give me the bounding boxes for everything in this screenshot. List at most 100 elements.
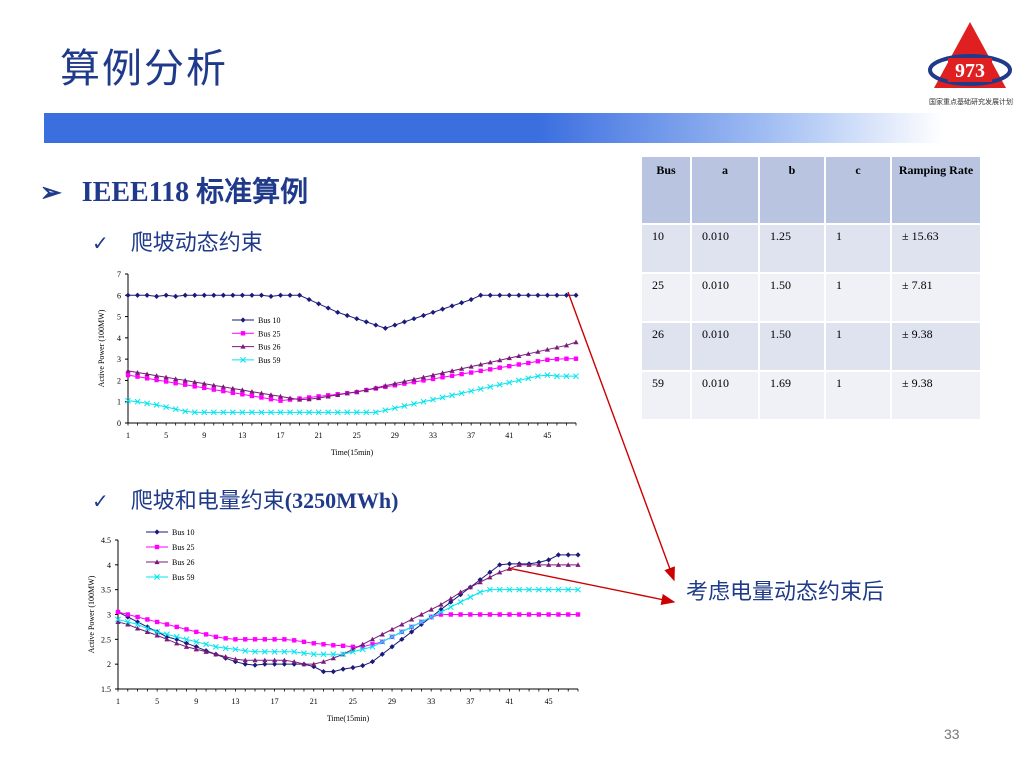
data-point (291, 648, 298, 655)
data-point (487, 612, 493, 617)
legend-entry: Bus 25 (258, 329, 280, 338)
data-point (194, 629, 199, 635)
data-point (438, 609, 444, 615)
data-point (213, 634, 219, 640)
series-bus-59 (125, 372, 579, 416)
data-point (268, 293, 274, 299)
data-point (203, 649, 209, 654)
data-point (507, 612, 512, 617)
data-point (438, 601, 444, 607)
data-point (248, 409, 255, 416)
y-tick-label: 4 (107, 561, 111, 570)
data-point (430, 309, 436, 315)
data-point (344, 312, 350, 319)
data-point (554, 292, 560, 298)
data-point (399, 621, 405, 627)
table-header: Ramping Rate (891, 157, 982, 225)
data-point (125, 621, 131, 627)
legend-entry: Bus 59 (258, 356, 280, 365)
data-point (448, 599, 454, 605)
data-point (258, 409, 265, 416)
data-point (379, 638, 386, 645)
y-tick-label: 3 (117, 355, 121, 364)
data-point (268, 409, 274, 416)
data-point (191, 409, 198, 416)
data-point (382, 407, 389, 414)
data-point (261, 648, 268, 655)
data-point (389, 644, 395, 650)
data-point (174, 640, 180, 646)
data-point (144, 400, 151, 407)
legend-marker (154, 529, 160, 535)
legend-marker (154, 559, 160, 565)
x-tick-label: 21 (315, 431, 323, 440)
data-point (271, 648, 278, 655)
data-point (287, 409, 293, 416)
data-point (277, 393, 284, 399)
data-point (438, 612, 444, 617)
header-banner (44, 113, 944, 143)
data-point (271, 661, 278, 667)
data-point (125, 397, 131, 404)
data-point (363, 409, 370, 416)
data-point (193, 646, 199, 652)
legend-entry: Bus 59 (172, 573, 194, 582)
data-point (468, 363, 474, 369)
data-point (277, 409, 284, 416)
data-point (154, 632, 160, 638)
y-tick-label: 1 (117, 398, 121, 407)
data-point (360, 663, 366, 669)
table-row: 25 0.010 1.50 1 ± 7.81 (642, 273, 982, 323)
data-point (516, 562, 522, 567)
data-point (184, 627, 189, 632)
x-tick-label: 37 (466, 697, 474, 706)
x-tick-label: 25 (349, 697, 357, 706)
data-point (428, 614, 435, 620)
data-point (163, 374, 169, 380)
data-point (526, 360, 531, 366)
table-cell: 1.50 (759, 273, 826, 323)
data-point (408, 623, 415, 630)
data-point (223, 654, 229, 659)
data-point (340, 666, 346, 672)
data-point (546, 562, 552, 567)
data-point (459, 371, 464, 377)
table-header: Bus (642, 157, 692, 225)
y-tick-label: 3.5 (101, 586, 111, 595)
data-point (554, 356, 560, 362)
annotation-label: 考虑电量动态约束后 (686, 580, 885, 605)
legend: Bus 10 Bus 25 Bus 26 Bus 59 (232, 316, 280, 365)
data-point (164, 622, 170, 627)
y-tick-label: 2 (117, 376, 121, 385)
data-point (428, 606, 434, 612)
data-point (153, 401, 160, 408)
data-point (272, 637, 277, 642)
data-point (259, 395, 264, 400)
data-point (325, 305, 331, 311)
data-point (163, 404, 170, 410)
data-point (125, 372, 131, 378)
y-tick-label: 2 (107, 660, 111, 669)
data-point (320, 659, 327, 664)
data-point (448, 612, 453, 617)
data-point (546, 557, 552, 563)
data-point (564, 356, 569, 361)
data-point (517, 612, 522, 617)
y-tick-label: 3 (107, 611, 111, 620)
data-point (401, 403, 408, 409)
slide-title: 算例分析 (60, 46, 228, 92)
data-point (220, 409, 227, 416)
x-tick-label: 17 (271, 697, 279, 706)
data-point (354, 389, 360, 394)
data-point (144, 629, 150, 634)
data-point (287, 292, 293, 298)
data-point (192, 292, 198, 298)
data-point (163, 292, 169, 298)
legend-entry: Bus 26 (172, 558, 194, 567)
y-tick-label: 2.5 (101, 635, 111, 644)
data-point (252, 637, 258, 642)
data-point (382, 383, 388, 388)
data-point (575, 552, 581, 558)
data-point (421, 378, 426, 383)
data-point (135, 614, 140, 620)
